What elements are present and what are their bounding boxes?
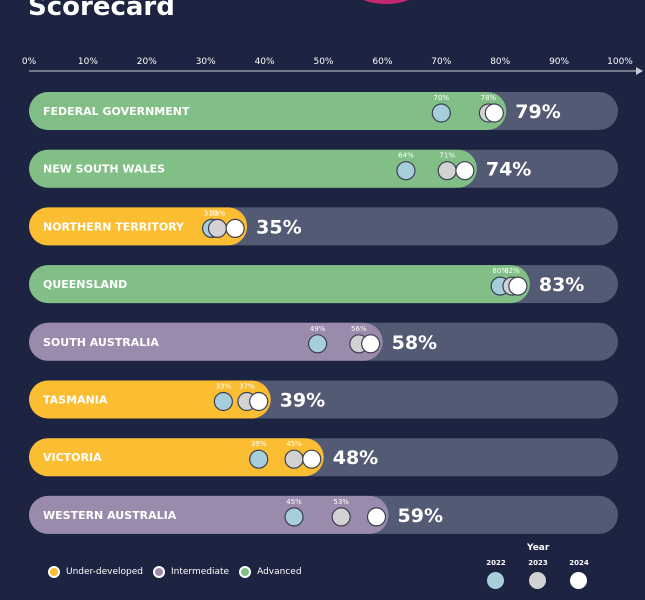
year-2022-value-label: 39% bbox=[251, 440, 267, 448]
year-2023-value-label: 78% bbox=[481, 94, 497, 102]
year-2024-marker bbox=[508, 276, 528, 296]
jurisdiction-label: SOUTH AUSTRALIA bbox=[43, 336, 159, 349]
score-bar bbox=[29, 380, 271, 419]
latest-score-label: 58% bbox=[392, 332, 437, 354]
x-tick-label: 90% bbox=[549, 57, 569, 67]
latest-score-label: 35% bbox=[256, 216, 301, 238]
decorative-shape bbox=[355, 0, 417, 4]
maturity-legend: Under-developed Intermediate Advanced bbox=[48, 566, 312, 578]
year-2024-marker bbox=[302, 449, 322, 469]
x-tick-label: 70% bbox=[431, 57, 451, 67]
latest-score-label: 48% bbox=[333, 447, 378, 469]
x-tick-label: 80% bbox=[490, 57, 510, 67]
year-2022-value-label: 64% bbox=[398, 152, 414, 160]
year-dot-2022 bbox=[486, 571, 505, 590]
jurisdiction-label: FEDERAL GOVERNMENT bbox=[43, 105, 190, 118]
year-2024-marker bbox=[225, 218, 245, 238]
x-tick-label: 40% bbox=[255, 57, 275, 67]
jurisdiction-label: QUEENSLAND bbox=[43, 278, 127, 291]
year-label-2024: 2024 bbox=[569, 559, 589, 567]
year-2023-marker bbox=[284, 449, 304, 469]
year-2022-marker bbox=[308, 334, 328, 354]
legend-advanced: Advanced bbox=[239, 566, 302, 578]
jurisdiction-label: NORTHERN TERRITORY bbox=[43, 220, 185, 233]
year-2024-marker bbox=[455, 161, 475, 181]
year-2022-marker bbox=[213, 391, 233, 412]
score-bar bbox=[29, 149, 477, 188]
year-2024-marker bbox=[484, 103, 504, 123]
year-2023-marker bbox=[437, 161, 457, 181]
year-2023-marker bbox=[207, 218, 228, 238]
year-2022-value-label: 31% bbox=[204, 209, 220, 217]
page-title: Scorecard bbox=[28, 0, 175, 22]
x-tick-label: 30% bbox=[196, 57, 216, 67]
intermediate-dot-icon bbox=[153, 566, 165, 578]
x-tick-label: 0% bbox=[22, 57, 37, 67]
score-bar bbox=[29, 265, 530, 304]
year-2023-value-label: 53% bbox=[333, 498, 349, 506]
latest-score-label: 79% bbox=[515, 101, 560, 123]
x-tick-label: 100% bbox=[607, 57, 633, 67]
year-dot-2024 bbox=[569, 571, 588, 590]
year-2022-marker bbox=[284, 507, 304, 527]
year-2022-value-label: 70% bbox=[434, 94, 450, 102]
advanced-dot-icon bbox=[239, 566, 252, 578]
under-developed-dot-icon bbox=[48, 566, 60, 578]
score-bar bbox=[29, 322, 383, 361]
legend-under-developed: Under-developed bbox=[48, 566, 143, 578]
year-label-2022: 2022 bbox=[486, 559, 506, 567]
latest-score-label: 83% bbox=[539, 274, 584, 296]
year-legend-title: Year bbox=[527, 543, 550, 553]
year-dot-2023 bbox=[528, 571, 547, 590]
x-axis-arrow-icon bbox=[636, 67, 643, 75]
year-2024-marker bbox=[249, 391, 269, 412]
year-2022-marker bbox=[431, 103, 451, 123]
legend-intermediate: Intermediate bbox=[153, 566, 229, 578]
jurisdiction-label: NEW SOUTH WALES bbox=[43, 163, 165, 176]
year-2023-value-label: 45% bbox=[286, 440, 302, 448]
x-tick-label: 50% bbox=[313, 57, 333, 67]
score-bar bbox=[29, 92, 507, 130]
year-2023-value-label: 71% bbox=[439, 152, 455, 160]
score-bar bbox=[29, 207, 248, 246]
year-2023-value-label: 82% bbox=[504, 267, 520, 275]
year-2022-value-label: 45% bbox=[286, 498, 302, 506]
year-2023-marker bbox=[331, 507, 351, 527]
year-2022-marker bbox=[249, 449, 269, 469]
year-label-2023: 2023 bbox=[528, 559, 548, 567]
year-2024-marker bbox=[361, 334, 381, 354]
year-2023-value-label: 37% bbox=[239, 383, 255, 391]
year-2023-value-label: 56% bbox=[351, 325, 367, 333]
jurisdiction-label: TASMANIA bbox=[43, 394, 108, 407]
jurisdiction-label: WESTERN AUSTRALIA bbox=[43, 509, 177, 522]
year-2022-value-label: 49% bbox=[310, 325, 326, 333]
year-2022-value-label: 80% bbox=[492, 267, 508, 275]
legend-advanced-label: Advanced bbox=[257, 567, 302, 577]
latest-score-label: 59% bbox=[398, 505, 443, 527]
x-tick-label: 10% bbox=[78, 57, 98, 67]
latest-score-label: 39% bbox=[280, 390, 325, 412]
legend-intermediate-label: Intermediate bbox=[171, 567, 230, 577]
x-tick-label: 60% bbox=[372, 57, 392, 67]
year-2022-marker bbox=[396, 161, 416, 181]
year-2023-value-label: 32% bbox=[210, 209, 226, 217]
jurisdiction-label: VICTORIA bbox=[43, 451, 102, 464]
latest-score-label: 74% bbox=[486, 159, 531, 181]
year-2024-marker bbox=[366, 507, 387, 527]
x-tick-label: 20% bbox=[137, 57, 157, 67]
year-2022-value-label: 33% bbox=[216, 383, 232, 391]
score-bar bbox=[29, 438, 324, 477]
legend-under-developed-label: Under-developed bbox=[66, 567, 143, 577]
